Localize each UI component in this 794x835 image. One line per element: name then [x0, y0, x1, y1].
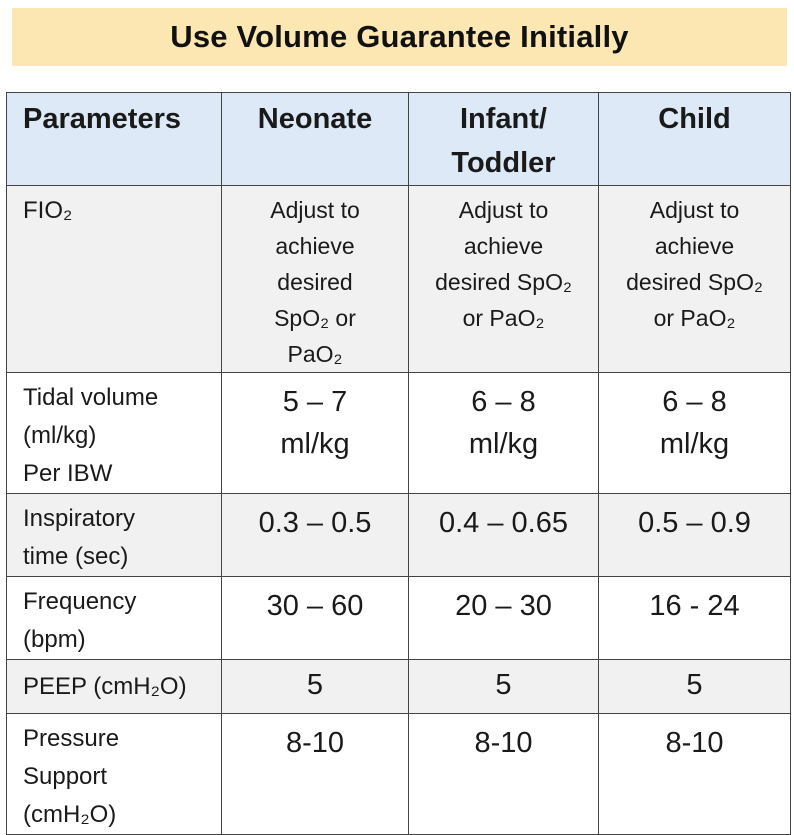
row-label-frequency: Frequency (bpm)	[6, 576, 222, 660]
table-row-peep: PEEP (cmH₂O) 5 5 5	[6, 659, 791, 714]
header-parameters: Parameters	[6, 92, 222, 186]
cell-peep-child: 5	[598, 659, 791, 714]
cell-peep-neonate: 5	[221, 659, 409, 714]
ventilation-parameters-table: Parameters Neonate Infant/ Toddler Child…	[6, 92, 791, 835]
table-row-tidal-volume: Tidal volume (ml/kg) Per IBW 5 – 7 ml/kg…	[6, 372, 791, 494]
page-title: Use Volume Guarantee Initially	[170, 19, 629, 54]
row-label-inspiratory-time: Inspiratory time (sec)	[6, 493, 222, 577]
row-label-fio2: FIO₂	[6, 185, 222, 373]
cell-peep-infant-toddler: 5	[408, 659, 599, 714]
table-row-fio2: FIO₂ Adjust to achieve desired SpO₂ or P…	[6, 185, 791, 373]
table-header-row: Parameters Neonate Infant/ Toddler Child	[6, 92, 791, 186]
row-label-tidal-volume: Tidal volume (ml/kg) Per IBW	[6, 372, 222, 494]
title-banner: Use Volume Guarantee Initially	[12, 8, 787, 66]
table-row-inspiratory-time: Inspiratory time (sec) 0.3 – 0.5 0.4 – 0…	[6, 493, 791, 577]
cell-pressure-support-infant-toddler: 8-10	[408, 713, 599, 835]
header-child: Child	[598, 92, 791, 186]
cell-tidal-volume-infant-toddler: 6 – 8 ml/kg	[408, 372, 599, 494]
cell-frequency-infant-toddler: 20 – 30	[408, 576, 599, 660]
cell-inspiratory-time-child: 0.5 – 0.9	[598, 493, 791, 577]
cell-pressure-support-child: 8-10	[598, 713, 791, 835]
header-neonate: Neonate	[221, 92, 409, 186]
cell-tidal-volume-child: 6 – 8 ml/kg	[598, 372, 791, 494]
cell-inspiratory-time-neonate: 0.3 – 0.5	[221, 493, 409, 577]
cell-fio2-child: Adjust to achieve desired SpO₂ or PaO₂	[598, 185, 791, 373]
row-label-pressure-support: Pressure Support (cmH₂O)	[6, 713, 222, 835]
row-label-peep: PEEP (cmH₂O)	[6, 659, 222, 714]
cell-frequency-neonate: 30 – 60	[221, 576, 409, 660]
cell-fio2-neonate: Adjust to achieve desired SpO₂ or PaO₂	[221, 185, 409, 373]
cell-pressure-support-neonate: 8-10	[221, 713, 409, 835]
table-row-pressure-support: Pressure Support (cmH₂O) 8-10 8-10 8-10	[6, 713, 791, 835]
cell-fio2-infant-toddler: Adjust to achieve desired SpO₂ or PaO₂	[408, 185, 599, 373]
table-row-frequency: Frequency (bpm) 30 – 60 20 – 30 16 - 24	[6, 576, 791, 660]
cell-tidal-volume-neonate: 5 – 7 ml/kg	[221, 372, 409, 494]
cell-frequency-child: 16 - 24	[598, 576, 791, 660]
header-infant-toddler: Infant/ Toddler	[408, 92, 599, 186]
cell-inspiratory-time-infant-toddler: 0.4 – 0.65	[408, 493, 599, 577]
